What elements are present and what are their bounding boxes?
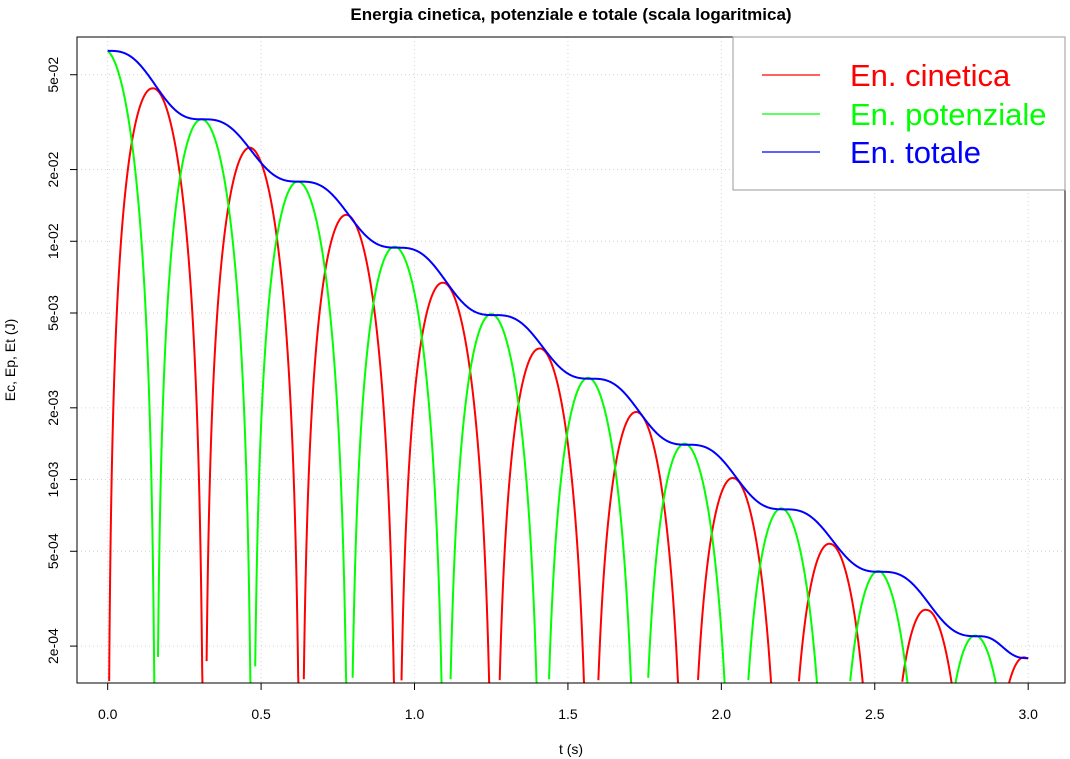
legend-label-totale: En. totale — [850, 135, 981, 170]
x-tick-label-0: 0.0 — [98, 706, 118, 722]
series-layer — [107, 49, 1029, 684]
y-axis: 2e-04 5e-04 1e-03 2e-03 5e-03 1e-02 2e-02 5e-02 — [45, 57, 77, 664]
grid — [77, 37, 1065, 683]
x-tick-label-6: 3.0 — [1018, 706, 1038, 722]
x-axis: 0.0 0.5 1.0 1.5 2.0 2.5 3.0 — [98, 683, 1038, 722]
series-line-totale — [107, 49, 1029, 660]
legend: En. cinetica En. potenziale En. totale — [732, 36, 1066, 191]
y-tick-label-7: 5e-02 — [45, 57, 61, 93]
legend-label-potenziale: En. potenziale — [850, 97, 1046, 132]
y-axis-label: Ec, Ep, Et (J) — [2, 319, 18, 401]
y-tick-label-1: 5e-04 — [45, 533, 61, 569]
y-tick-label-4: 5e-03 — [45, 295, 61, 331]
x-tick-label-3: 1.5 — [558, 706, 578, 722]
x-tick-label-5: 2.5 — [865, 706, 885, 722]
y-tick-label-2: 1e-03 — [45, 461, 61, 497]
x-tick-label-1: 0.5 — [251, 706, 271, 722]
y-tick-label-0: 2e-04 — [45, 628, 61, 664]
y-tick-label-5: 1e-02 — [45, 223, 61, 259]
x-tick-label-4: 2.0 — [712, 706, 732, 722]
chart-title: Energia cinetica, potenziale e totale (s… — [350, 5, 791, 24]
y-tick-label-3: 2e-03 — [45, 390, 61, 426]
x-axis-label: t (s) — [559, 741, 583, 757]
y-tick-label-6: 2e-02 — [45, 151, 61, 187]
plot-frame — [76, 36, 1066, 684]
x-tick-label-2: 1.0 — [405, 706, 425, 722]
legend-label-cinetica: En. cinetica — [850, 58, 1011, 93]
